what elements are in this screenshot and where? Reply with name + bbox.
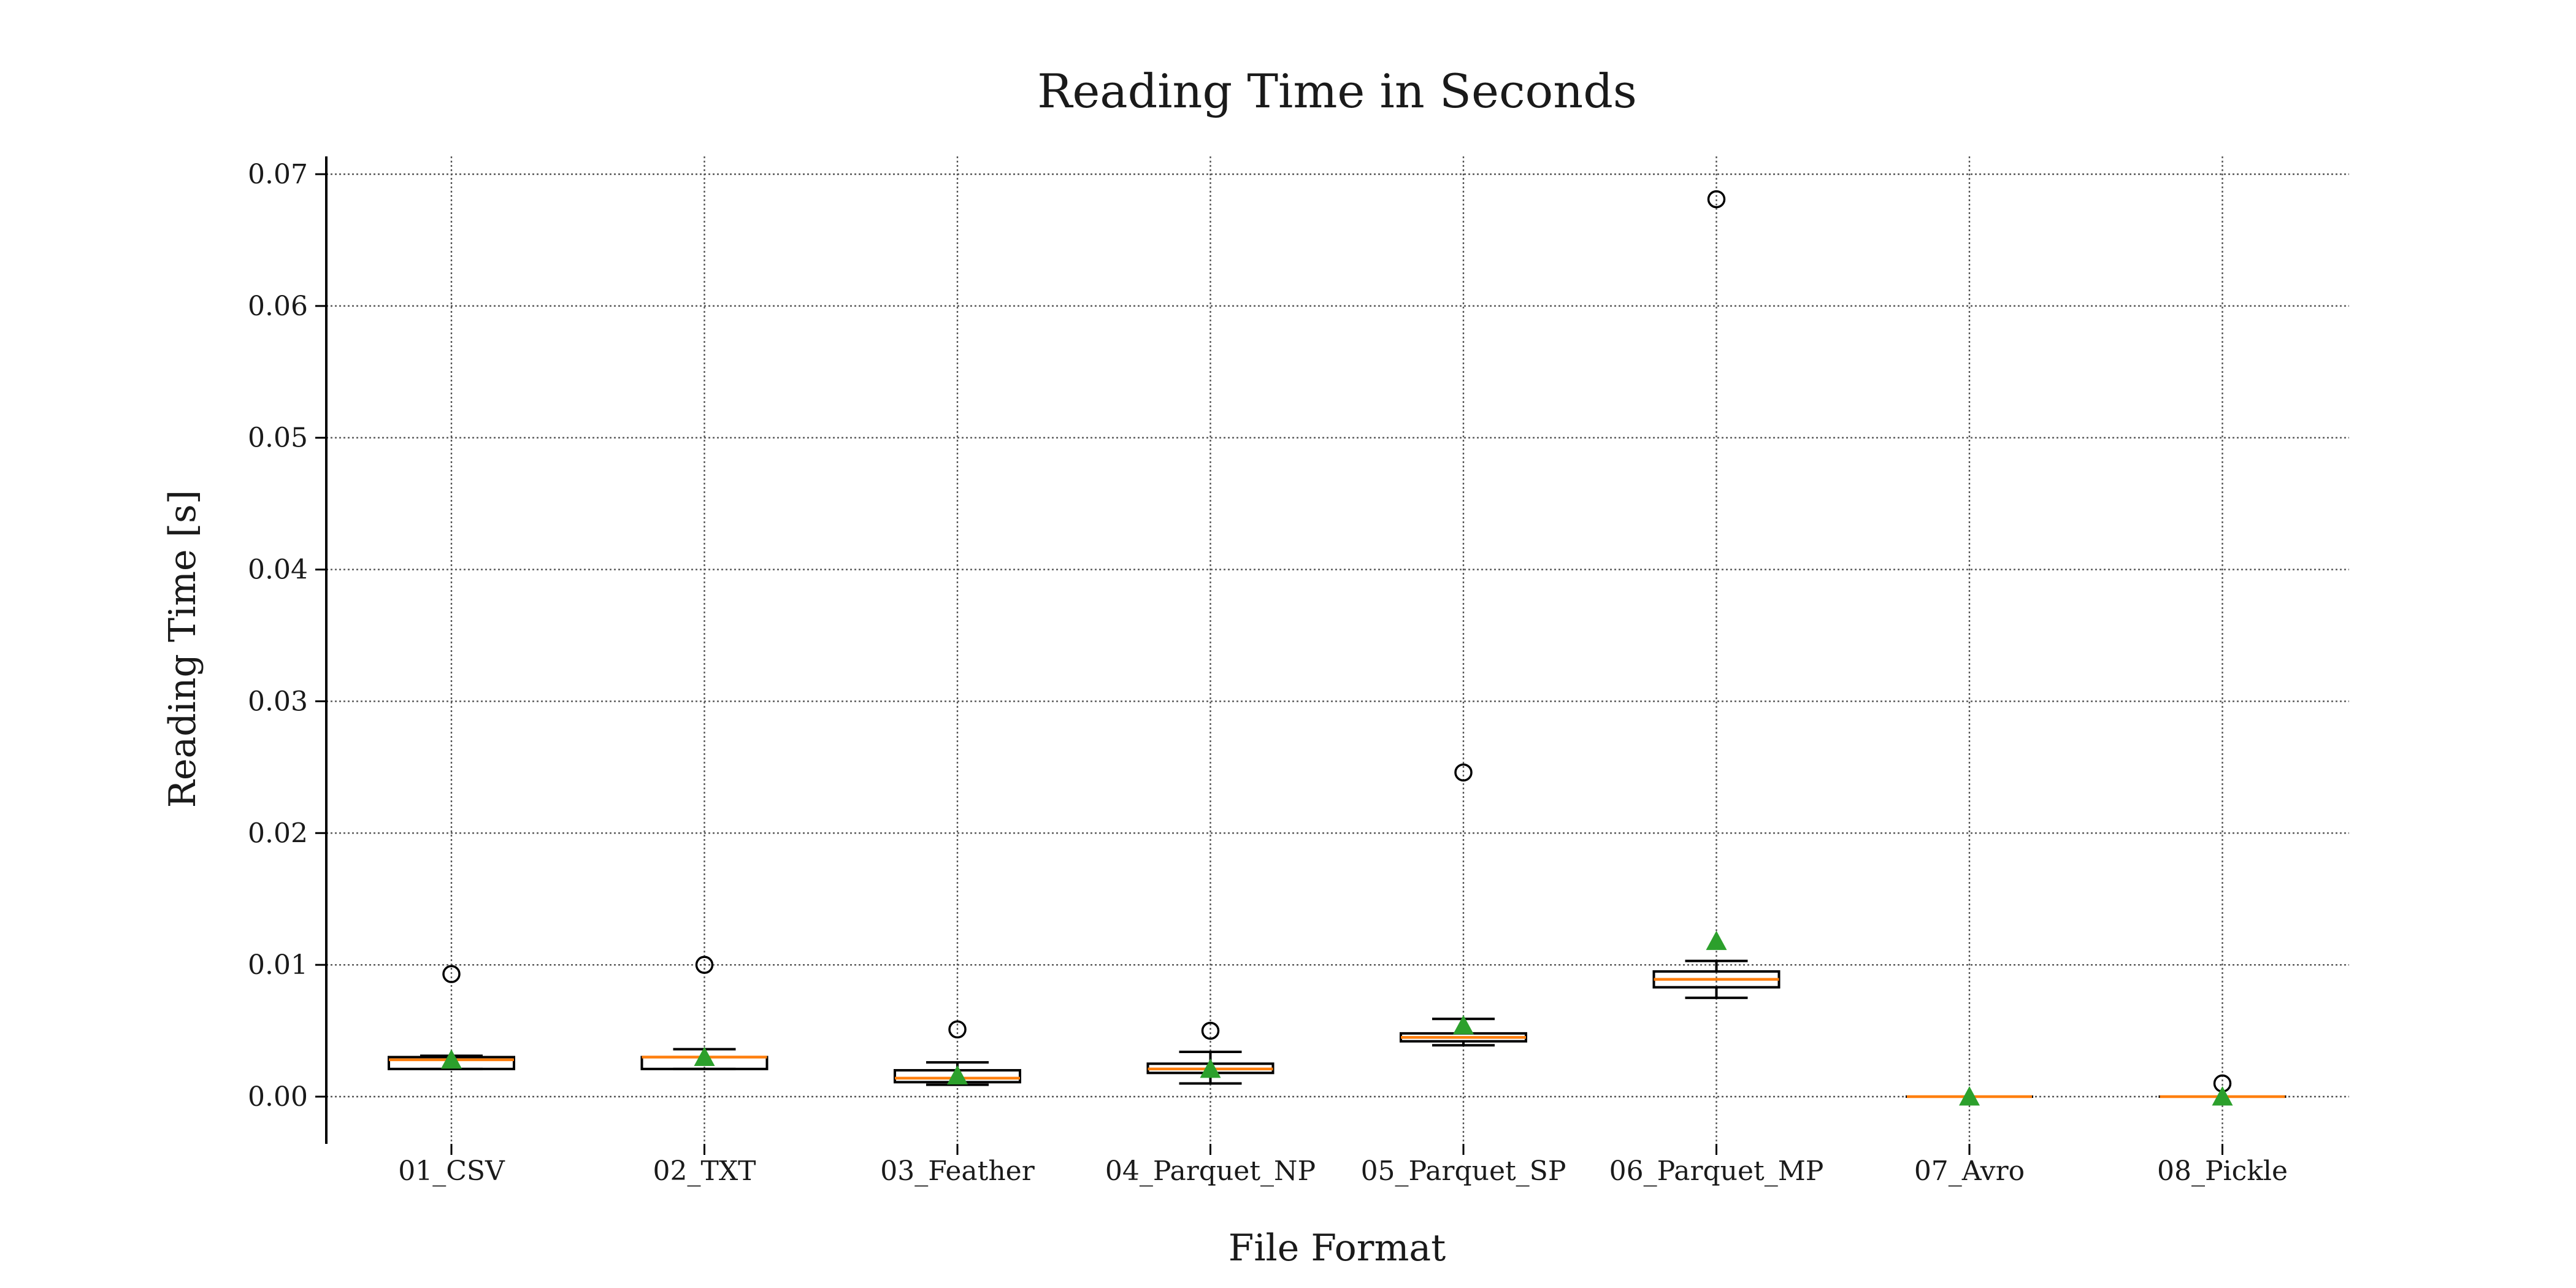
box-01_CSV bbox=[388, 965, 515, 1070]
box-05_Parquet_SP bbox=[1400, 763, 1527, 1047]
x-axis: 01_CSV 02_TXT 03_Feather 04_Parquet_NP 05_Pa… bbox=[398, 1144, 2288, 1187]
chart-title: Reading Time in Seconds bbox=[1037, 64, 1637, 118]
outlier-point bbox=[442, 965, 461, 983]
y-tick-label: 0.00 bbox=[248, 1081, 308, 1113]
box-04_Parquet_NP bbox=[1146, 1021, 1275, 1085]
outlier-point bbox=[1454, 763, 1473, 782]
boxes bbox=[388, 190, 2287, 1106]
x-axis-label: File Format bbox=[1229, 1227, 1446, 1270]
y-tick-label: 0.06 bbox=[248, 291, 308, 322]
outlier-point bbox=[1201, 1021, 1220, 1040]
x-tick-label: 08_Pickle bbox=[2157, 1156, 2288, 1187]
box-08_Pickle bbox=[2158, 1074, 2287, 1106]
x-tick-label: 06_Parquet_MP bbox=[1609, 1156, 1824, 1187]
x-tick-label: 01_CSV bbox=[398, 1156, 505, 1187]
mean-marker bbox=[1959, 1086, 1980, 1106]
mean-marker bbox=[694, 1046, 715, 1066]
mean-marker bbox=[1453, 1014, 1474, 1035]
mean-marker bbox=[1706, 930, 1727, 950]
outlier-point bbox=[1707, 190, 1726, 209]
y-tick-label: 0.03 bbox=[248, 686, 308, 717]
mean-marker bbox=[947, 1065, 968, 1085]
x-tick-label: 07_Avro bbox=[1914, 1156, 2025, 1187]
x-tick-label: 02_TXT bbox=[653, 1156, 756, 1187]
outlier-point bbox=[695, 956, 714, 974]
y-tick-label: 0.02 bbox=[248, 818, 308, 849]
grid-lines bbox=[326, 156, 2349, 1144]
y-tick-label: 0.05 bbox=[248, 423, 308, 454]
outlier-point bbox=[948, 1020, 967, 1039]
y-tick-label: 0.04 bbox=[248, 554, 308, 586]
box-06_Parquet_MP bbox=[1652, 190, 1781, 999]
mean-marker bbox=[1200, 1058, 1221, 1078]
box-02_TXT bbox=[640, 956, 769, 1070]
x-tick-label: 04_Parquet_NP bbox=[1105, 1156, 1316, 1187]
box-03_Feather bbox=[894, 1020, 1021, 1086]
y-axis-label: Reading Time [s] bbox=[161, 490, 204, 808]
x-tick-label: 05_Parquet_SP bbox=[1361, 1156, 1566, 1187]
y-tick-label: 0.01 bbox=[248, 949, 308, 981]
box-07_Avro bbox=[1906, 1086, 2033, 1106]
y-axis: 0.00 0.01 0.02 0.03 0.04 0.05 0.06 0.07 bbox=[248, 156, 328, 1144]
mean-marker bbox=[441, 1049, 462, 1069]
x-tick-label: 03_Feather bbox=[880, 1156, 1035, 1187]
y-tick-label: 0.07 bbox=[248, 159, 308, 190]
mean-marker bbox=[2212, 1086, 2233, 1106]
